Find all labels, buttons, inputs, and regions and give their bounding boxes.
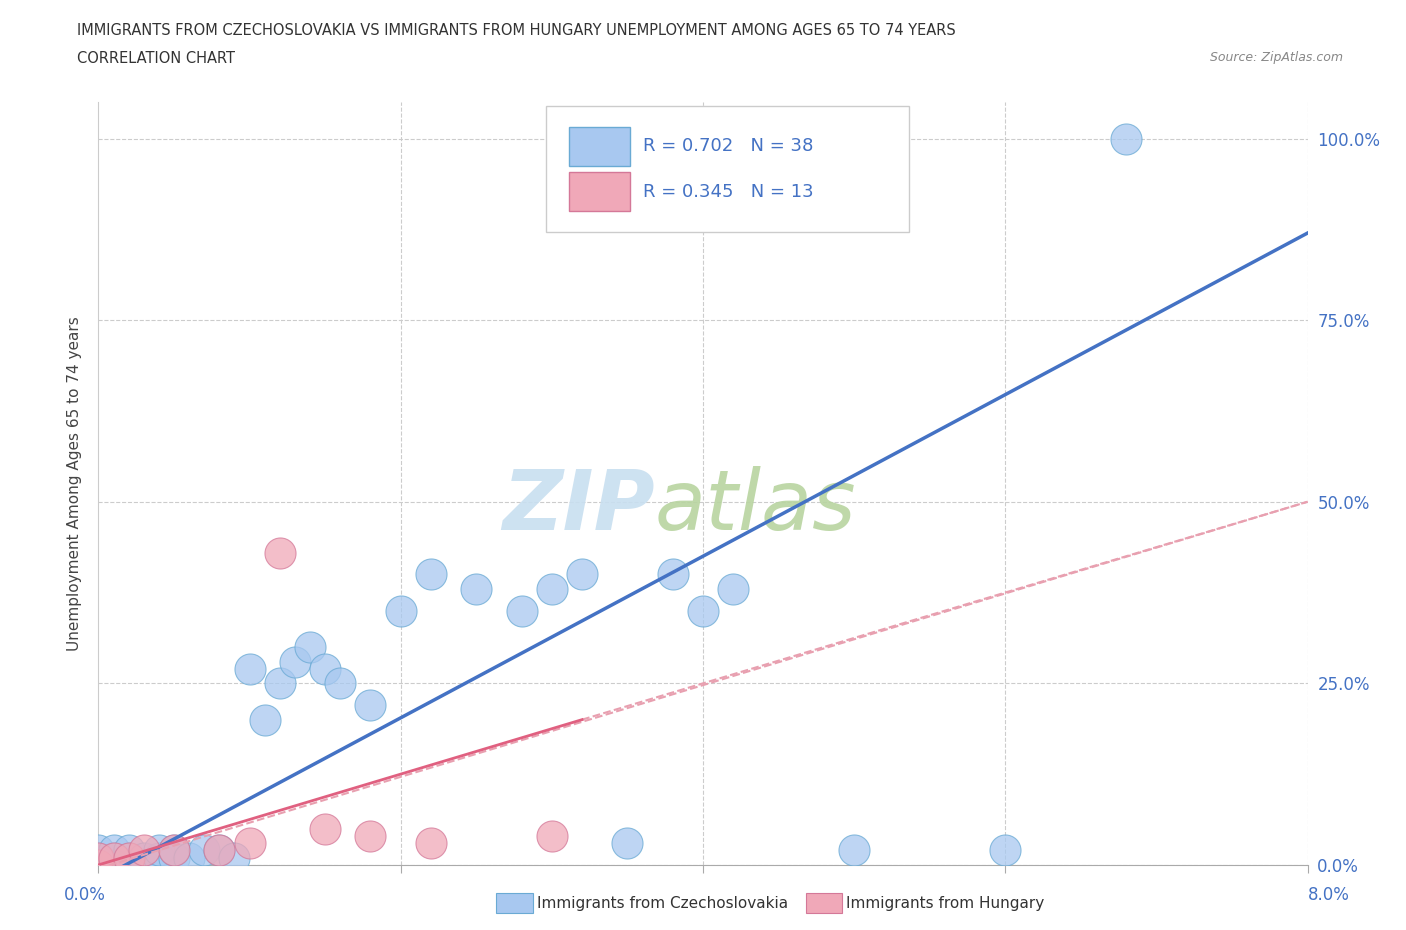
Point [87, 857, 110, 872]
Point [132, 850, 155, 865]
Text: ZIP: ZIP [502, 466, 655, 547]
Text: Source: ZipAtlas.com: Source: ZipAtlas.com [1209, 51, 1343, 64]
FancyBboxPatch shape [569, 172, 630, 211]
Point [389, 604, 412, 618]
Point [87, 850, 110, 865]
Point [148, 850, 170, 865]
Point [329, 676, 352, 691]
Point [269, 545, 291, 560]
Point [994, 843, 1017, 857]
Point [1115, 131, 1137, 146]
Point [540, 581, 562, 596]
Point [540, 829, 562, 844]
Point [163, 843, 186, 857]
Point [224, 850, 246, 865]
Point [103, 850, 125, 865]
Point [692, 604, 714, 618]
Text: Immigrants from Hungary: Immigrants from Hungary [846, 896, 1045, 910]
Point [132, 857, 155, 872]
Point [420, 567, 443, 582]
Point [360, 829, 382, 844]
Point [132, 843, 155, 857]
Point [239, 836, 262, 851]
Point [616, 836, 638, 851]
Point [87, 857, 110, 872]
Point [571, 567, 593, 582]
FancyBboxPatch shape [546, 106, 908, 232]
Point [179, 850, 201, 865]
Point [193, 843, 215, 857]
Point [87, 850, 110, 865]
Point [148, 843, 170, 857]
Point [208, 843, 231, 857]
Point [420, 836, 443, 851]
Point [314, 821, 336, 836]
Point [314, 661, 336, 676]
Point [118, 850, 141, 865]
Point [465, 581, 488, 596]
Text: 8.0%: 8.0% [1308, 885, 1350, 904]
Point [360, 698, 382, 712]
Point [723, 581, 745, 596]
Point [118, 843, 141, 857]
Point [661, 567, 683, 582]
Text: CORRELATION CHART: CORRELATION CHART [77, 51, 235, 66]
Point [103, 850, 125, 865]
Point [103, 843, 125, 857]
Point [844, 843, 866, 857]
Point [284, 654, 307, 669]
Text: R = 0.345   N = 13: R = 0.345 N = 13 [643, 182, 813, 201]
Point [269, 676, 291, 691]
Point [510, 604, 533, 618]
Y-axis label: Unemployment Among Ages 65 to 74 years: Unemployment Among Ages 65 to 74 years [67, 316, 83, 651]
Text: atlas: atlas [655, 466, 856, 547]
Point [253, 712, 276, 727]
Text: R = 0.702   N = 38: R = 0.702 N = 38 [643, 137, 813, 154]
Point [163, 850, 186, 865]
FancyBboxPatch shape [569, 126, 630, 166]
Point [239, 661, 262, 676]
Text: Immigrants from Czechoslovakia: Immigrants from Czechoslovakia [537, 896, 789, 910]
Point [208, 843, 231, 857]
Point [87, 843, 110, 857]
Text: IMMIGRANTS FROM CZECHOSLOVAKIA VS IMMIGRANTS FROM HUNGARY UNEMPLOYMENT AMONG AGE: IMMIGRANTS FROM CZECHOSLOVAKIA VS IMMIGR… [77, 23, 956, 38]
Point [103, 857, 125, 872]
Point [163, 843, 186, 857]
Text: 0.0%: 0.0% [63, 885, 105, 904]
Point [299, 640, 322, 655]
Point [118, 850, 141, 865]
